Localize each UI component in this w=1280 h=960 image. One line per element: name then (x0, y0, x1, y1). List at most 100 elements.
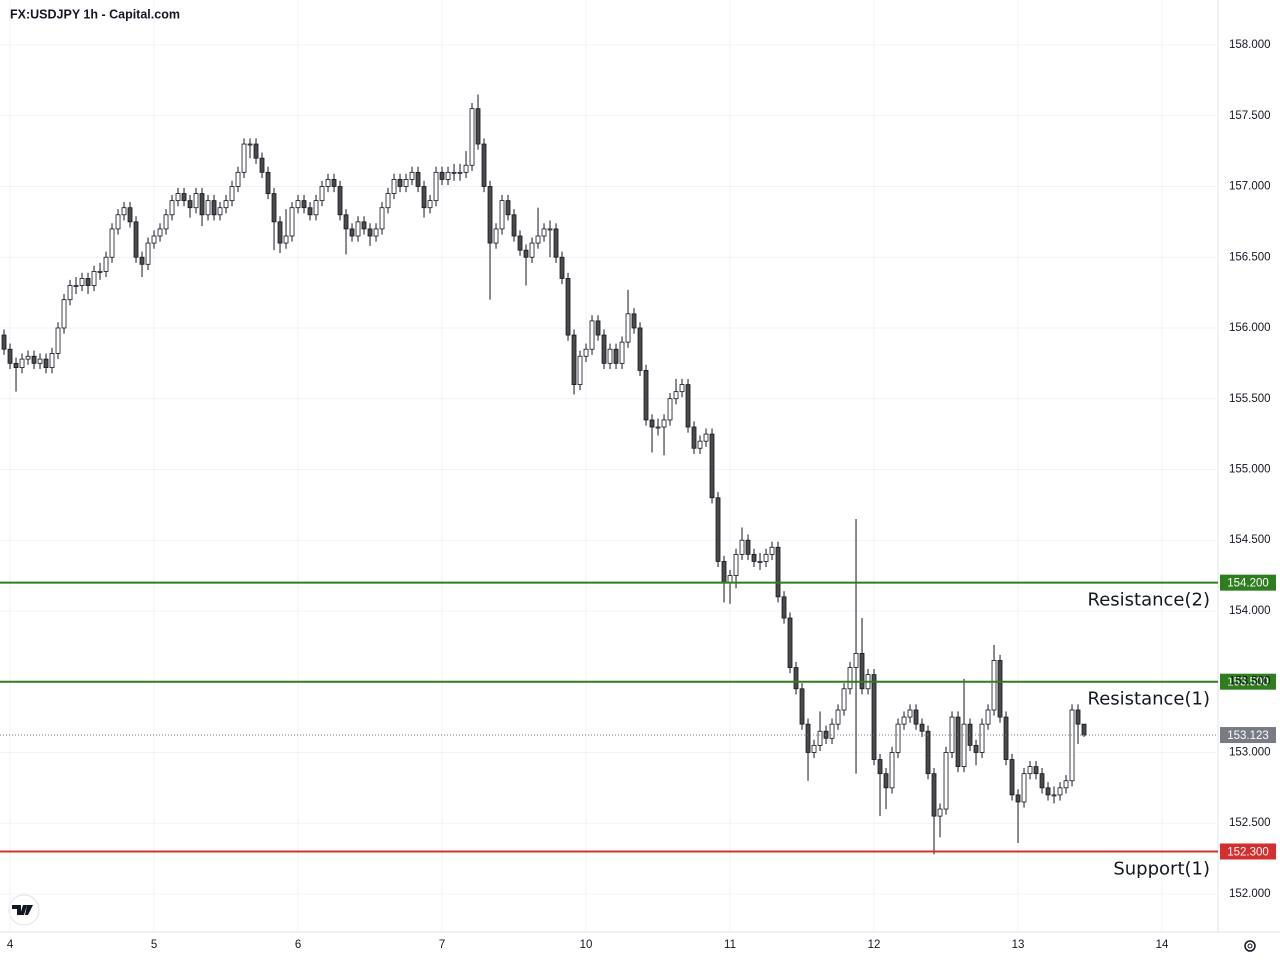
candle-body (877, 759, 883, 775)
candle-body (685, 384, 691, 428)
candle-body (121, 207, 127, 216)
candle-body (1015, 794, 1021, 803)
candle-body (295, 200, 301, 209)
candle-body (859, 653, 865, 690)
candle-body (151, 235, 157, 244)
candle-body (277, 221, 283, 244)
candle-body (13, 362, 19, 368)
candle-body (163, 214, 169, 230)
candle-body (31, 355, 37, 364)
candle-body (559, 256, 565, 279)
candle-body (529, 242, 535, 258)
candle-body (337, 186, 343, 216)
candle-body (343, 214, 349, 230)
y-tick-label: 152.000 (1229, 888, 1271, 900)
candle-body (1039, 773, 1045, 789)
candle-body (1075, 709, 1081, 725)
candle-body (301, 200, 307, 209)
chart-title: FX:USDJPY 1h - Capital.com (10, 7, 180, 21)
candle-body (649, 419, 655, 428)
level-label-box (1220, 574, 1276, 591)
candle-body (67, 285, 73, 301)
y-tick-label: 153.500 (1229, 676, 1271, 688)
candle-body (421, 186, 427, 209)
candle-body (943, 752, 949, 810)
candle-body (133, 221, 139, 258)
candle-body (799, 688, 805, 725)
candle-body (331, 179, 337, 187)
y-tick-label: 157.000 (1229, 181, 1271, 193)
candle-body (319, 186, 325, 202)
candle-body (1057, 787, 1063, 796)
candle-body (823, 730, 829, 739)
candle-body (247, 143, 253, 146)
candle-body (925, 730, 931, 775)
candle-body (727, 575, 733, 584)
candle-body (601, 334, 607, 364)
y-tick-label: 155.500 (1229, 393, 1271, 405)
candle-body (721, 561, 727, 584)
candle-body (625, 313, 631, 343)
x-tick-label: 11 (724, 939, 736, 951)
y-tick-label: 152.500 (1229, 817, 1271, 829)
candle-body (307, 207, 313, 216)
candle-body (673, 391, 679, 400)
candle-body (499, 200, 505, 230)
candle-body (439, 171, 445, 180)
settings-icon[interactable] (1244, 940, 1256, 952)
candle-body (1045, 787, 1051, 796)
candle-body (703, 433, 709, 442)
candle-body (487, 186, 493, 244)
candle-body (325, 179, 331, 187)
candle-body (433, 171, 439, 202)
candle-body (175, 193, 181, 202)
candle-body (631, 313, 637, 329)
candle-body (739, 539, 745, 555)
y-tick-label: 155.000 (1229, 463, 1271, 475)
candle-body (577, 355, 583, 385)
candle-body (217, 207, 223, 216)
candle-body (451, 171, 457, 174)
candle-body (985, 709, 991, 725)
candle-body (691, 426, 697, 449)
candle-body (463, 164, 469, 173)
candle-body (553, 228, 559, 258)
candle-body (505, 200, 511, 216)
candle-body (55, 327, 61, 354)
plot-area (1, 94, 1087, 855)
candle-body (427, 200, 433, 209)
candle-body (1081, 723, 1087, 736)
candle-body (199, 193, 205, 216)
candle-body (973, 744, 979, 753)
candle-body (991, 660, 997, 711)
candle-body (403, 179, 409, 187)
candle-body (667, 398, 673, 421)
candle-body (1069, 709, 1075, 782)
candle-body (49, 353, 55, 368)
candle-body (643, 370, 649, 421)
level-label-box (1220, 843, 1276, 860)
x-tick-label: 7 (439, 939, 445, 951)
candle-body (1063, 780, 1069, 789)
candle-body (589, 320, 595, 350)
candle-body (1027, 766, 1033, 775)
candle-body (835, 709, 841, 725)
candle-body (955, 716, 961, 767)
candle-body (127, 207, 133, 223)
candle-body (169, 200, 175, 216)
candle-body (385, 193, 391, 209)
x-tick-label: 14 (1156, 939, 1169, 951)
candle-body (517, 235, 523, 251)
candle-body (595, 320, 601, 336)
candle-body (85, 278, 91, 286)
candle-body (367, 228, 373, 237)
candle-body (91, 270, 97, 286)
candle-body (397, 179, 403, 187)
y-tick-label: 154.000 (1229, 605, 1271, 617)
candle-body (535, 235, 541, 244)
x-tick-label: 6 (295, 939, 301, 951)
candle-body (745, 539, 751, 555)
candle-body (229, 186, 235, 202)
tv-logo (8, 894, 40, 926)
